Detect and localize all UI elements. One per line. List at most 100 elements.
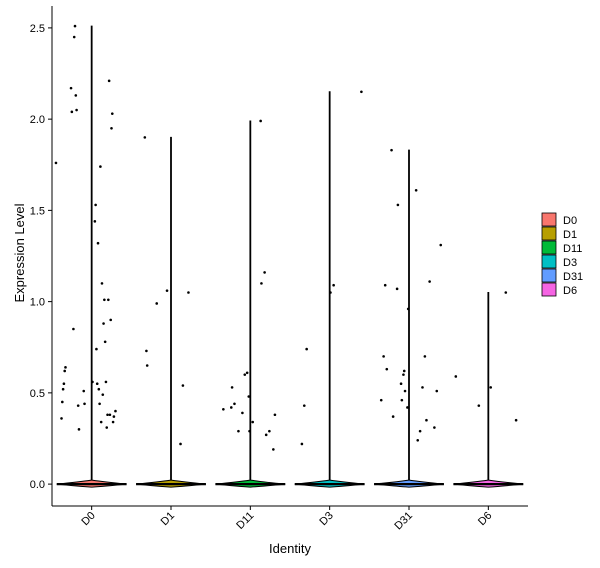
data-point — [145, 349, 148, 353]
data-point — [222, 407, 225, 411]
data-point — [102, 322, 105, 325]
data-point — [421, 386, 424, 389]
y-axis: 0.0 0.5 1.0 1.5 2.0 2.5 — [30, 6, 53, 506]
data-point — [400, 398, 404, 402]
data-point — [98, 402, 101, 406]
data-point — [382, 355, 385, 358]
data-point — [108, 413, 112, 417]
violin-d3 — [294, 91, 365, 488]
data-point — [243, 373, 247, 376]
data-point — [111, 420, 115, 424]
data-point — [504, 291, 508, 294]
data-point — [248, 429, 251, 433]
data-point — [399, 382, 403, 386]
data-point — [179, 442, 182, 446]
data-point — [379, 398, 383, 402]
plot-panel — [54, 24, 524, 488]
data-point — [107, 298, 110, 302]
data-point — [73, 24, 77, 28]
data-point — [77, 428, 81, 431]
data-point — [435, 389, 439, 393]
x-tick-label: D0 — [79, 510, 97, 528]
data-point — [439, 243, 443, 247]
data-point — [103, 298, 106, 302]
legend-label: D31 — [563, 271, 583, 283]
data-point — [94, 203, 97, 207]
data-point — [245, 371, 249, 375]
data-point — [383, 283, 387, 287]
data-point — [402, 373, 405, 376]
data-point — [477, 404, 481, 407]
data-point — [104, 380, 108, 384]
data-point — [100, 282, 104, 285]
data-point — [403, 389, 407, 393]
data-point — [83, 402, 86, 406]
data-point — [95, 382, 99, 386]
data-point — [423, 355, 427, 358]
data-point — [489, 386, 493, 389]
x-tick-label: D11 — [234, 510, 256, 532]
data-point — [103, 340, 107, 344]
data-point — [93, 220, 97, 223]
y-tick-label: 0.0 — [30, 479, 45, 491]
data-point — [391, 415, 395, 418]
x-tick-label: D6 — [476, 510, 494, 528]
data-point — [82, 389, 86, 393]
legend-key-d6 — [541, 282, 557, 297]
data-point — [418, 429, 422, 433]
data-point — [241, 411, 244, 415]
data-point — [396, 203, 400, 207]
violin-group-d6 — [453, 291, 524, 488]
legend-key-d3 — [541, 254, 557, 269]
data-point — [64, 366, 67, 369]
data-point — [454, 375, 458, 378]
data-point — [263, 271, 266, 274]
data-point — [63, 369, 66, 373]
data-point — [97, 387, 101, 391]
violin-group-d11 — [215, 119, 286, 488]
data-point — [110, 126, 113, 130]
x-tick-label: D1 — [159, 510, 177, 528]
data-point — [72, 35, 76, 39]
data-point — [91, 380, 94, 384]
violin-d1 — [136, 136, 206, 488]
data-point — [61, 387, 65, 391]
data-point — [61, 400, 64, 404]
data-point — [414, 189, 418, 192]
legend-key-d31 — [541, 268, 557, 283]
data-point — [395, 287, 399, 291]
data-point — [112, 415, 116, 418]
data-point — [70, 110, 74, 114]
legend-label: D6 — [563, 285, 577, 297]
data-point — [260, 282, 263, 285]
data-point — [99, 165, 102, 168]
data-point — [99, 420, 103, 424]
data-point — [114, 409, 117, 413]
data-point — [74, 94, 78, 97]
data-point — [107, 79, 111, 83]
data-point — [305, 347, 308, 351]
data-point — [237, 429, 240, 433]
data-point — [390, 148, 393, 152]
violin-d0 — [56, 25, 127, 488]
legend: D0 D1 D11 D3 D31 D6 — [541, 212, 583, 297]
data-point — [109, 318, 113, 322]
violin-d31 — [374, 149, 444, 488]
x-tick-label: D31 — [392, 510, 415, 533]
x-axis-title: Identity — [269, 541, 311, 556]
legend-label: D11 — [563, 243, 582, 255]
data-point — [329, 291, 332, 294]
data-point — [76, 404, 80, 407]
x-tick-label: D3 — [317, 510, 335, 528]
data-point — [233, 402, 236, 406]
data-point — [230, 386, 234, 389]
legend-key-d1 — [541, 226, 557, 241]
data-point — [69, 86, 73, 90]
data-point — [402, 369, 406, 373]
data-point — [181, 384, 185, 387]
data-point — [101, 393, 105, 396]
data-point — [433, 426, 436, 429]
data-point — [332, 283, 335, 287]
data-point — [187, 291, 190, 294]
